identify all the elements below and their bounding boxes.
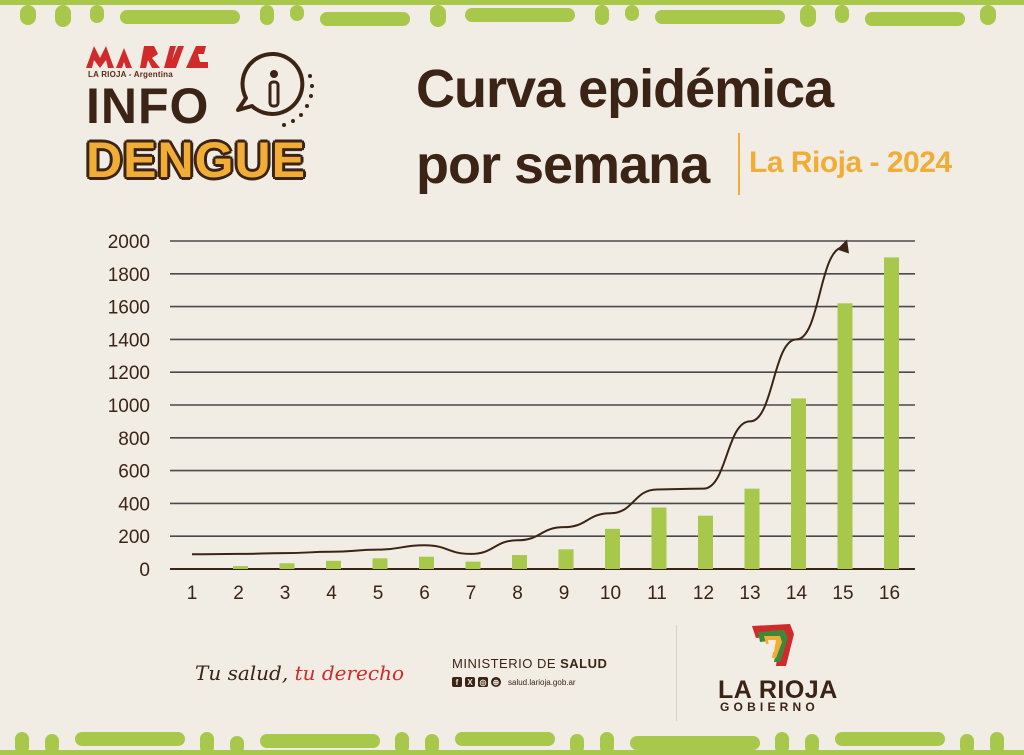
footer-divider xyxy=(676,625,677,721)
x-tick-16: 16 xyxy=(879,583,900,604)
x-tick-7: 7 xyxy=(466,583,477,604)
gov-name: LA RIOJA xyxy=(718,676,838,704)
website-link[interactable]: salud.larioja.gob.ar xyxy=(508,677,576,687)
chart-bars xyxy=(233,257,899,569)
x-tick-9: 9 xyxy=(559,583,570,604)
trend-line xyxy=(191,246,844,556)
y-tick-1800: 1800 xyxy=(108,265,150,286)
x-tick-6: 6 xyxy=(419,583,430,604)
instagram-icon[interactable]: ◎ xyxy=(478,677,488,687)
x-tick-5: 5 xyxy=(373,583,384,604)
chart-title-line1: Curva epidémica xyxy=(416,59,834,119)
ministry-prefix: MINISTERIO DE xyxy=(452,656,561,671)
chart-subtitle: La Rioja - 2024 xyxy=(749,146,952,179)
bar-week-5 xyxy=(372,558,388,569)
x-tick-2: 2 xyxy=(233,583,244,604)
y-tick-1600: 1600 xyxy=(108,298,150,319)
bar-week-11 xyxy=(651,507,667,569)
x-twitter-icon[interactable]: X xyxy=(465,677,475,687)
y-tick-2000: 2000 xyxy=(108,232,150,253)
slogan-part-1: Tu salud, xyxy=(195,661,295,685)
bar-week-16 xyxy=(884,257,899,569)
x-axis-ticks: 1 2 3 4 5 6 7 8 9 10 11 12 13 14 15 16 xyxy=(187,583,900,604)
bottom-decorative-band xyxy=(0,732,1024,755)
globe-icon[interactable]: ⊕ xyxy=(491,677,501,687)
gov-subtitle: GOBIERNO xyxy=(720,700,819,714)
x-tick-3: 3 xyxy=(280,583,291,604)
y-tick-1000: 1000 xyxy=(108,396,150,417)
social-links: f X ◎ ⊕ salud.larioja.gob.ar xyxy=(452,677,576,687)
bar-week-6 xyxy=(419,556,434,569)
facebook-icon[interactable]: f xyxy=(452,677,462,687)
bar-week-7 xyxy=(465,561,481,569)
x-tick-10: 10 xyxy=(600,583,621,604)
bar-week-15 xyxy=(837,303,853,569)
x-tick-13: 13 xyxy=(739,583,760,604)
chart-grid xyxy=(170,240,915,570)
slogan-part-2: tu derecho xyxy=(294,661,404,685)
gobierno-la-rioja-logo xyxy=(752,624,794,666)
dengue-heading: DENGUE xyxy=(86,132,306,188)
bar-week-14 xyxy=(791,398,806,569)
bar-week-10 xyxy=(605,528,620,569)
x-tick-8: 8 xyxy=(512,583,523,604)
ministry-bold: SALUD xyxy=(560,656,608,671)
x-tick-12: 12 xyxy=(693,583,714,604)
bar-week-4 xyxy=(326,560,341,569)
top-decorative-band xyxy=(0,0,1024,27)
title-divider xyxy=(738,133,740,195)
la-rioja-brand-logo xyxy=(86,46,208,68)
x-tick-14: 14 xyxy=(786,583,808,604)
ministry-name: MINISTERIO DE SALUD xyxy=(452,656,607,671)
x-tick-4: 4 xyxy=(326,583,337,604)
y-axis-ticks: 0 200 400 600 800 1000 1200 1400 1600 1800 2000 xyxy=(108,232,150,581)
info-heading: INFO xyxy=(86,78,210,134)
y-tick-800: 800 xyxy=(118,429,150,450)
y-tick-1200: 1200 xyxy=(108,363,150,384)
slogan: Tu salud, tu derecho xyxy=(195,661,404,685)
brand-subtitle: LA RIOJA - Argentina xyxy=(88,70,173,79)
bar-week-12 xyxy=(698,515,713,569)
bar-week-13 xyxy=(744,488,760,569)
y-tick-400: 400 xyxy=(118,494,150,515)
chart-title-line2: por semana xyxy=(416,135,710,195)
bar-week-2 xyxy=(233,566,248,569)
y-tick-600: 600 xyxy=(118,462,150,483)
bar-week-9 xyxy=(558,549,574,569)
bar-week-3 xyxy=(279,563,295,569)
x-tick-11: 11 xyxy=(647,583,667,604)
x-tick-1: 1 xyxy=(187,583,198,604)
y-tick-1400: 1400 xyxy=(108,330,150,351)
x-tick-15: 15 xyxy=(832,583,853,604)
trend-arrow-head xyxy=(837,239,849,254)
info-bubble-icon xyxy=(236,51,314,127)
y-tick-200: 200 xyxy=(118,527,150,548)
y-tick-0: 0 xyxy=(139,560,150,581)
bar-week-8 xyxy=(512,555,527,569)
